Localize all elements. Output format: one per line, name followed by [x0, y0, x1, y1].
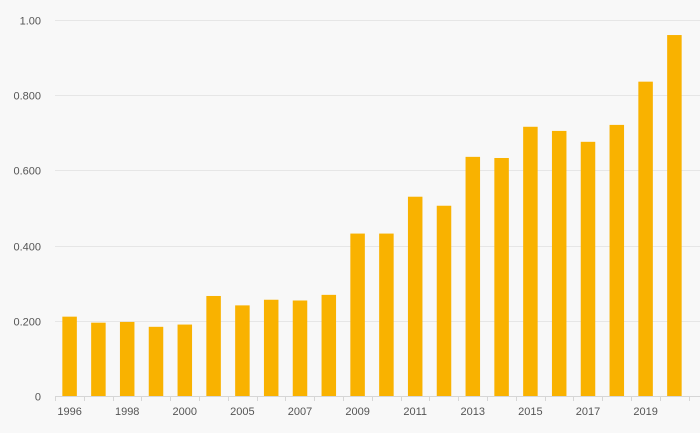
bar-2014 [494, 157, 509, 396]
bar-1998 [119, 321, 135, 396]
x-tick-label: 2015 [518, 406, 542, 418]
y-axis-labels: 0 0.200 0.400 0.600 0.800 1.00 [13, 16, 41, 404]
x-tick-label: 2005 [230, 406, 254, 418]
bar-2020 [667, 35, 682, 396]
y-tick-label: 0.800 [13, 91, 41, 103]
bars [62, 35, 682, 397]
bar-2015 [523, 126, 538, 396]
bar-2019 [638, 81, 653, 396]
bar-2004 [206, 295, 221, 396]
bar-2017 [580, 141, 596, 396]
x-tick-label: 1998 [115, 406, 139, 418]
bar-1999 [148, 326, 164, 396]
x-tick-label: 2000 [173, 406, 197, 418]
x-axis-labels: 1996 1998 2000 2005 2007 2009 2011 2013 2015 2017… [57, 406, 657, 418]
bar-2009 [350, 233, 365, 396]
y-tick-label: 0.400 [13, 242, 41, 254]
bar-1996 [62, 316, 77, 396]
bar-1997 [91, 322, 106, 396]
bar-2016 [551, 130, 567, 397]
grid-lines [55, 20, 700, 322]
bar-2012 [436, 205, 452, 396]
bar-2000 [177, 324, 193, 396]
bar-2010 [379, 233, 394, 396]
y-tick-label: 1.00 [20, 16, 41, 28]
bar-2018 [609, 124, 625, 397]
x-tick-label: 2011 [403, 406, 427, 418]
x-tick-label: 2007 [288, 406, 312, 418]
bar-2013 [465, 156, 481, 396]
axes [55, 396, 700, 401]
x-tick-label: 1996 [57, 406, 81, 418]
bar-2006 [263, 299, 279, 396]
bar-2005 [235, 305, 250, 396]
x-tick-label: 2009 [345, 406, 369, 418]
y-tick-label: 0.600 [13, 166, 41, 178]
y-tick-label: 0 [35, 392, 41, 404]
bar-2007 [292, 300, 308, 396]
x-tick-label: 2019 [633, 406, 657, 418]
bar-2008 [321, 294, 337, 396]
x-tick-label: 2013 [461, 406, 485, 418]
x-tick-label: 2017 [576, 406, 600, 418]
y-tick-label: 0.200 [13, 317, 41, 329]
bar-2011 [407, 196, 423, 396]
